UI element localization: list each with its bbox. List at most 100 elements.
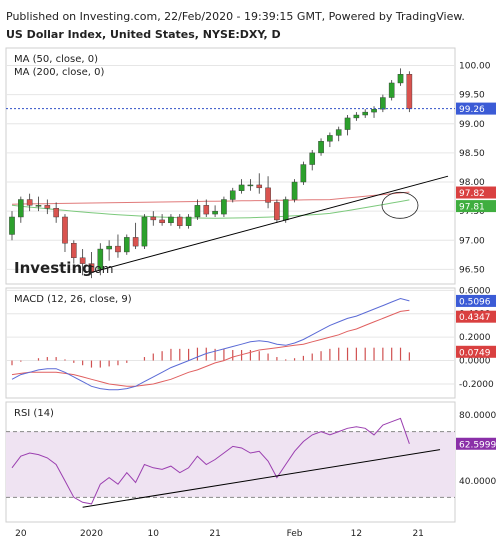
candle-body (247, 184, 254, 187)
ma200-line (11, 199, 410, 219)
macd-title: MACD (12, 26, close, 9) (14, 294, 132, 305)
price-tick-label: 97.50 (459, 207, 485, 217)
tag-ma50: 97.82 (459, 189, 485, 199)
macd-frame (5, 287, 456, 399)
price-panel: 100.00 99.50 99.00 98.50 98.00 97.50 97.00 96.5… (5, 47, 496, 285)
price-legend-entry: MA (200, close, 0) (14, 67, 104, 78)
tag-macd-bg (456, 294, 496, 307)
tag-last-price-bg (456, 102, 496, 115)
candle-body (212, 210, 218, 215)
price-tick-label: 96.50 (459, 265, 485, 275)
candle-body (300, 164, 307, 183)
macd-tick-label: 0.0000 (459, 357, 491, 367)
x-tick-label: 20 (15, 529, 27, 539)
candle-body (221, 199, 227, 215)
candle-body (388, 82, 395, 98)
candle-body (141, 216, 148, 247)
tag-macd: 0.5096 (459, 297, 491, 307)
candle-body (26, 199, 33, 206)
x-tick-label: 2020 (80, 529, 103, 539)
candle-body (238, 184, 245, 191)
crossover-circle (381, 191, 419, 219)
candle-body (353, 114, 360, 119)
candle-body (318, 141, 324, 154)
ma50-line (11, 191, 410, 205)
x-axis: 20 2020 10 21 Feb 12 21 (15, 529, 424, 539)
candle-body (71, 243, 77, 258)
price-trendline (91, 175, 449, 273)
tag-signal: 0.4347 (459, 313, 491, 323)
x-tick-label: 21 (209, 529, 220, 539)
candle-body (88, 263, 95, 273)
candle-body (203, 205, 210, 215)
logo-suffix: .com (84, 262, 113, 276)
candle-body (371, 108, 377, 113)
tag-rsi-bg (456, 437, 496, 450)
tag-hist: 0.0749 (459, 348, 491, 358)
price-tick-label: 99.50 (459, 91, 485, 101)
tag-ma50-bg (456, 186, 496, 199)
candle-body (256, 184, 263, 189)
candle-body (291, 181, 298, 200)
price-tick-label: 97.00 (459, 236, 485, 246)
candle-body (18, 199, 24, 218)
macd-tick-label: 0.6000 (459, 286, 491, 296)
signal-line (11, 309, 410, 387)
candle-body (309, 152, 316, 165)
rsi-panel: 80.0000 40.0000 RSI (14) 62.5999 (5, 401, 496, 523)
macd-tick-label: -0.2000 (459, 380, 494, 390)
candle-body (344, 117, 351, 130)
candle-body (106, 245, 112, 250)
candle-body (132, 237, 139, 247)
candle-body (62, 216, 68, 244)
rsi-trendline (82, 449, 441, 508)
candle-body (265, 187, 271, 203)
logo-text: Investing (14, 259, 93, 277)
candle-body (44, 205, 51, 209)
candle-body (327, 135, 333, 142)
x-tick-label: Feb (287, 529, 303, 539)
x-tick-label: 21 (412, 529, 423, 539)
x-tick-label: 12 (351, 529, 362, 539)
tag-ma200-bg (456, 200, 496, 213)
candle-body (282, 199, 289, 221)
candle-body (35, 205, 42, 207)
candle-body (53, 208, 59, 218)
instrument-title: US Dollar Index, United States, NYSE:DXY… (6, 28, 281, 41)
candle-body (115, 245, 121, 253)
price-legend-entry: MA (50, close, 0) (14, 54, 98, 65)
candle-body (123, 237, 130, 253)
tag-ma200: 97.81 (459, 203, 485, 213)
candle-body (97, 248, 104, 270)
candle-body (229, 190, 236, 200)
candle-body (9, 216, 15, 235)
price-tick-label: 100.00 (459, 61, 491, 71)
candle-body (274, 202, 280, 221)
macd-tick-label: 0.2000 (459, 333, 491, 343)
rsi-line (11, 417, 410, 505)
price-tick-label: 99.00 (459, 120, 485, 130)
candle-body (176, 216, 183, 226)
candle-body (194, 205, 201, 218)
rsi-band (6, 431, 455, 498)
rsi-tick-label: 40.0000 (459, 477, 496, 487)
tag-signal-bg (456, 310, 496, 323)
candle-body (335, 129, 342, 136)
candle-body (380, 97, 386, 110)
candle-body (406, 74, 413, 109)
candle-body (168, 216, 174, 224)
tag-rsi: 62.5999 (459, 440, 496, 450)
x-tick-label: 10 (148, 529, 160, 539)
rsi-title: RSI (14) (14, 408, 54, 419)
candle-body (185, 216, 192, 226)
published-line: Published on Investing.com, 22/Feb/2020 … (6, 10, 465, 23)
tag-hist-bg (456, 345, 496, 358)
candle-body (79, 257, 86, 264)
candle-body (150, 216, 157, 221)
rsi-tick-label: 80.0000 (459, 411, 496, 421)
tag-last-price: 99.26 (459, 105, 485, 115)
price-frame (5, 47, 456, 285)
price-tick-label: 98.00 (459, 178, 485, 188)
